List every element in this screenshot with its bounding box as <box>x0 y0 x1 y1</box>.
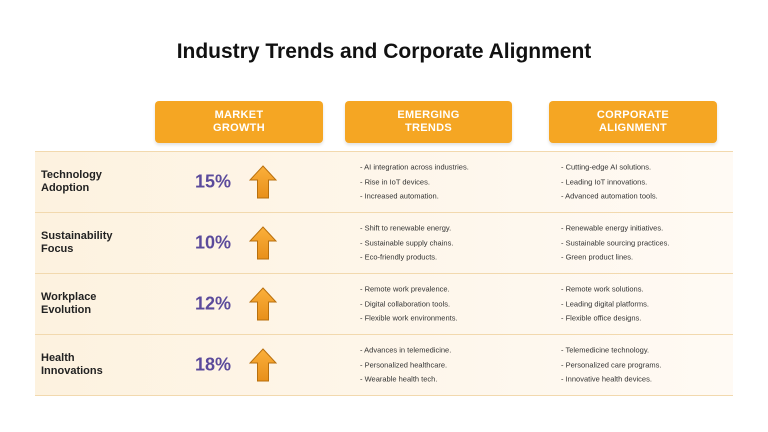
corporate-alignment-list: Renewable energy initiatives. Sustainabl… <box>561 221 670 265</box>
list-item: Telemedicine technology. <box>561 343 661 358</box>
list-item: Green product lines. <box>561 250 669 265</box>
list-item: Innovative health devices. <box>561 372 661 387</box>
table-row-workplace-evolution: Workplace Evolution 12% Remote work prev… <box>35 273 733 334</box>
list-item: Advanced automation tools. <box>561 189 658 204</box>
list-item: Flexible office designs. <box>561 311 649 326</box>
list-item: Remote work solutions. <box>561 282 649 297</box>
emerging-trends-list: Remote work prevalence. Digital collabor… <box>360 282 458 326</box>
list-item: Advances in telemedicine. <box>360 343 451 358</box>
growth-percentage: 18% <box>195 354 232 375</box>
list-item: Eco-friendly products. <box>360 250 453 265</box>
list-item: Wearable health tech. <box>360 372 451 387</box>
corporate-alignment-list: Remote work solutions. Leading digital p… <box>561 282 649 326</box>
list-item: Personalized healthcare. <box>360 358 451 373</box>
list-item: Cutting-edge AI solutions. <box>561 160 658 175</box>
row-label: Technology Adoption <box>41 169 102 194</box>
list-item: Leading digital platforms. <box>561 297 649 312</box>
list-item: Increased automation. <box>360 189 469 204</box>
row-label: Health Innovations <box>41 352 103 377</box>
growth-percentage: 15% <box>195 171 232 192</box>
column-header-market-growth: MARKET GROWTH <box>155 101 323 143</box>
emerging-trends-list: Advances in telemedicine. Personalized h… <box>360 343 451 387</box>
arrow-up-icon <box>249 226 277 260</box>
column-header-label: MARKET GROWTH <box>213 109 265 134</box>
list-item: Sustainable sourcing practices. <box>561 236 670 251</box>
list-item: Personalized care programs. <box>561 358 662 373</box>
table-row-health-innovations: Health Innovations 18% Advances in telem… <box>35 334 733 396</box>
arrow-up-icon <box>249 165 277 199</box>
arrow-up-icon <box>249 287 277 321</box>
list-item: Flexible work environments. <box>360 311 458 326</box>
column-header-emerging-trends: EMERGING TRENDS <box>345 101 512 143</box>
list-item: Renewable energy initiatives. <box>561 221 669 236</box>
table-row-technology-adoption: Technology Adoption 15% AI integration a… <box>35 151 733 212</box>
corporate-alignment-list: Telemedicine technology. Personalized ca… <box>561 343 661 387</box>
list-item: Rise in IoT devices. <box>360 175 469 190</box>
page-title: Industry Trends and Corporate Alignment <box>176 40 592 63</box>
list-item: Leading IoT innovations. <box>561 175 658 190</box>
emerging-trends-list: Shift to renewable energy. Sustainable s… <box>360 221 454 265</box>
column-header-label: EMERGING TRENDS <box>397 109 460 134</box>
column-header-label: CORPORATE ALIGNMENT <box>596 109 670 134</box>
row-label: Sustainability Focus <box>41 230 113 255</box>
list-item: AI integration across industries. <box>360 160 469 175</box>
growth-percentage: 10% <box>195 232 232 253</box>
list-item: Remote work prevalence. <box>360 282 458 297</box>
corporate-alignment-list: Cutting-edge AI solutions. Leading IoT i… <box>561 160 658 204</box>
list-item: Sustainable supply chains. <box>360 236 454 251</box>
list-item: Shift to renewable energy. <box>360 221 453 236</box>
list-item: Digital collaboration tools. <box>360 297 458 312</box>
row-label: Workplace Evolution <box>41 291 97 316</box>
growth-percentage: 12% <box>195 293 232 314</box>
table-row-sustainability-focus: Sustainability Focus 10% Shift to renewa… <box>35 212 733 273</box>
column-header-corporate-alignment: CORPORATE ALIGNMENT <box>549 101 717 143</box>
arrow-up-icon <box>249 348 277 382</box>
emerging-trends-list: AI integration across industries. Rise i… <box>360 160 469 204</box>
